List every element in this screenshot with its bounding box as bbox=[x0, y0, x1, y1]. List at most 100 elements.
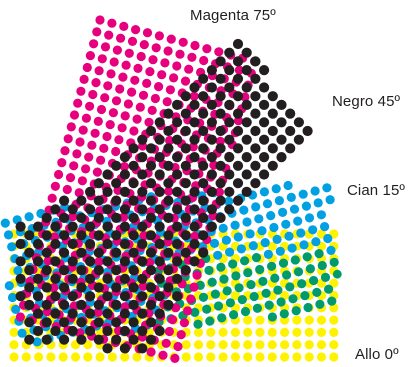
yellow-dot bbox=[132, 352, 142, 362]
black-dot bbox=[50, 256, 61, 267]
magenta-dot bbox=[166, 34, 176, 44]
black-dot bbox=[128, 299, 139, 310]
black-dot bbox=[15, 221, 26, 232]
black-dot bbox=[93, 299, 104, 310]
yellow-dot bbox=[280, 327, 290, 337]
black-dot bbox=[119, 291, 130, 302]
black-dot bbox=[67, 273, 78, 284]
black-dot bbox=[241, 152, 252, 163]
green-overlap-dot bbox=[306, 264, 315, 274]
black-dot bbox=[250, 143, 261, 154]
black-dot bbox=[172, 273, 183, 284]
black-dot bbox=[15, 291, 26, 302]
black-dot bbox=[102, 291, 113, 302]
black-dot bbox=[224, 204, 235, 215]
magenta-dot bbox=[89, 39, 99, 49]
black-dot bbox=[198, 108, 209, 119]
magenta-dot bbox=[84, 152, 94, 162]
cyan-dot bbox=[7, 292, 18, 303]
magenta-dot bbox=[60, 146, 70, 156]
black-dot bbox=[93, 212, 104, 223]
cyan-dot bbox=[263, 249, 273, 259]
black-dot bbox=[102, 204, 113, 215]
black-dot bbox=[85, 204, 96, 215]
black-dot bbox=[250, 56, 261, 67]
black-dot bbox=[102, 256, 113, 267]
black-dot bbox=[302, 125, 313, 137]
green-overlap-dot bbox=[300, 291, 310, 300]
green-overlap-dot bbox=[240, 256, 250, 266]
black-dot bbox=[85, 186, 96, 197]
green-overlap-dot bbox=[312, 288, 322, 297]
black-dot bbox=[154, 291, 165, 302]
yellow-dot bbox=[292, 352, 302, 362]
magenta-dot bbox=[118, 72, 128, 82]
yellow-dot bbox=[107, 352, 117, 362]
magenta-dot bbox=[93, 116, 103, 126]
magenta-dot bbox=[96, 155, 106, 165]
black-dot bbox=[163, 108, 174, 119]
magenta-dot bbox=[120, 111, 130, 121]
green-overlap-dot bbox=[264, 300, 274, 310]
black-dot bbox=[137, 152, 148, 163]
cyan-dot bbox=[298, 189, 308, 199]
green-overlap-dot bbox=[231, 271, 241, 281]
black-dot bbox=[119, 169, 130, 180]
black-dot bbox=[163, 265, 174, 276]
yellow-dot bbox=[267, 327, 277, 337]
black-dot bbox=[180, 230, 191, 241]
black-dot bbox=[224, 186, 235, 197]
cyan-dot bbox=[304, 213, 315, 223]
black-dot bbox=[128, 334, 139, 345]
black-dot bbox=[180, 265, 191, 276]
black-dot bbox=[145, 178, 157, 189]
magenta-dot bbox=[142, 78, 152, 88]
cyan-dot bbox=[4, 281, 14, 291]
black-dot bbox=[206, 65, 217, 76]
black-dot bbox=[85, 238, 96, 250]
cyan-dot bbox=[326, 245, 336, 255]
black-dot bbox=[76, 230, 87, 241]
black-dot bbox=[128, 195, 139, 206]
black-dot bbox=[137, 204, 148, 215]
magenta-dot bbox=[148, 55, 158, 65]
cyan-dot bbox=[13, 266, 23, 276]
magenta-dot bbox=[142, 28, 153, 38]
cyan-dot bbox=[24, 212, 34, 222]
green-overlap-dot bbox=[282, 270, 291, 280]
black-dot bbox=[111, 282, 122, 293]
yellow-dot bbox=[304, 352, 314, 362]
black-dot bbox=[85, 221, 96, 232]
magenta-dot bbox=[66, 122, 76, 132]
black-dot bbox=[24, 265, 35, 276]
magenta-dot bbox=[49, 283, 59, 293]
yellow-dot bbox=[21, 352, 31, 362]
black-dot bbox=[224, 65, 235, 76]
black-dot bbox=[180, 212, 191, 223]
yellow-dot bbox=[280, 352, 290, 362]
black-dot bbox=[15, 273, 26, 284]
magenta-dot bbox=[117, 123, 127, 133]
black-dot bbox=[163, 247, 174, 258]
magenta-dot bbox=[131, 25, 141, 35]
magenta-dot bbox=[91, 78, 101, 88]
black-dot bbox=[172, 204, 183, 215]
green-overlap-dot bbox=[216, 262, 226, 272]
green-overlap-dot bbox=[285, 282, 295, 292]
black-dot bbox=[163, 160, 174, 171]
black-dot bbox=[267, 143, 278, 154]
magenta-dot bbox=[82, 62, 92, 73]
magenta-dot bbox=[157, 70, 167, 80]
magenta-dot bbox=[107, 18, 117, 28]
yellow-dot bbox=[243, 352, 253, 362]
magenta-dot bbox=[234, 65, 244, 75]
cyan-dot bbox=[248, 241, 258, 251]
magenta-dot bbox=[138, 281, 148, 291]
black-dot bbox=[111, 230, 122, 241]
black-dot bbox=[206, 152, 217, 163]
black-dot bbox=[41, 282, 52, 293]
green-overlap-dot bbox=[294, 267, 303, 277]
black-dot bbox=[172, 152, 183, 163]
black-dot bbox=[137, 343, 148, 354]
green-overlap-dot bbox=[297, 279, 307, 289]
